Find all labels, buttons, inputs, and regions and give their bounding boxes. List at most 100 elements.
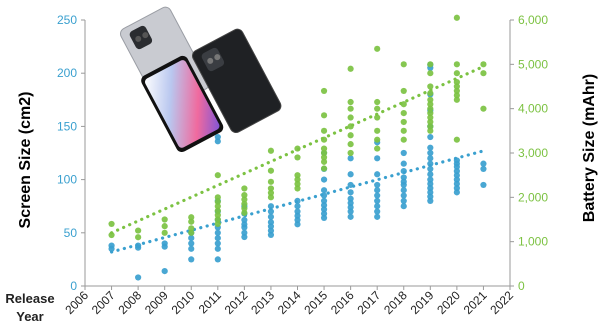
battery-size-point	[427, 70, 434, 77]
right-tick-label: 3,000	[518, 146, 548, 160]
x-tick-label: 2017	[355, 288, 384, 317]
screen-size-point	[294, 203, 301, 210]
battery-size-point	[427, 127, 434, 134]
screen-size-point	[161, 268, 168, 275]
battery-size-point	[374, 105, 381, 112]
battery-size-point	[453, 70, 460, 77]
screen-size-point	[294, 208, 301, 215]
battery-size-point	[320, 87, 328, 95]
screen-size-point	[374, 208, 381, 215]
battery-size-point	[427, 61, 434, 68]
battery-size-point	[161, 223, 168, 230]
screen-size-point	[374, 197, 381, 204]
x-tick-label: 2008	[115, 288, 144, 317]
screen-size-point	[400, 187, 407, 194]
right-tick-label: 0	[518, 279, 525, 293]
battery-size-point	[161, 216, 168, 223]
screen-size-point	[453, 172, 460, 179]
screen-size-point	[453, 176, 460, 183]
battery-size-point	[241, 196, 248, 203]
battery-size-point	[374, 127, 381, 134]
battery-size-point	[108, 231, 115, 239]
battery-size-point	[347, 132, 354, 139]
screen-size-point	[347, 195, 354, 202]
screen-size-point	[135, 242, 142, 249]
left-tick-label: 150	[57, 119, 77, 133]
battery-size-point	[347, 149, 354, 157]
battery-size-point	[347, 105, 354, 112]
screen-size-point	[427, 133, 434, 141]
battery-size-point	[453, 61, 460, 68]
battery-size-point	[480, 70, 487, 77]
screen-size-point	[214, 229, 221, 236]
screen-size-point	[480, 165, 487, 173]
battery-size-point	[400, 101, 407, 108]
screen-size-point	[214, 245, 221, 252]
battery-size-point	[427, 96, 434, 103]
screen-size-point	[453, 167, 460, 175]
screen-size-point	[400, 160, 407, 167]
battery-size-point	[241, 185, 248, 192]
screen-size-point	[400, 167, 407, 175]
battery-size-point	[294, 145, 301, 152]
screen-size-point	[453, 185, 460, 192]
battery-size-point	[480, 61, 487, 68]
battery-size-point	[294, 172, 301, 179]
x-tick-label: 2016	[328, 288, 357, 317]
screen-size-point	[161, 240, 168, 247]
battery-size-point	[453, 14, 460, 21]
screen-size-point	[135, 274, 142, 281]
screen-size-point	[214, 138, 221, 145]
screen-size-point	[214, 235, 221, 242]
screen-size-point	[374, 203, 381, 210]
battery-size-point	[400, 118, 407, 126]
screen-size-point	[347, 204, 354, 211]
battery-size-point	[427, 110, 434, 117]
battery-size-point	[267, 147, 275, 154]
screen-size-point	[427, 149, 434, 157]
battery-size-point	[347, 123, 354, 130]
battery-size-point	[453, 96, 460, 103]
x-tick-label: 2013	[248, 288, 277, 317]
screen-size-point	[108, 242, 115, 249]
battery-size-point	[347, 141, 354, 148]
screen-size-point	[320, 197, 328, 204]
battery-size-point	[214, 198, 221, 205]
battery-size-point	[453, 78, 460, 86]
battery-size-point	[453, 136, 460, 143]
battery-size-point	[214, 172, 221, 179]
battery-size-point	[267, 189, 275, 196]
left-tick-label: 100	[57, 173, 77, 187]
x-tick-label: 2014	[275, 288, 304, 317]
battery-size-point	[188, 214, 195, 221]
screen-size-point	[294, 197, 301, 204]
screen-size-point	[188, 240, 195, 247]
battery-size-point	[267, 178, 275, 185]
right-tick-label: 6,000	[518, 13, 548, 27]
battery-size-point	[241, 205, 248, 212]
battery-size-point	[427, 105, 434, 112]
left-tick-label: 200	[57, 66, 77, 80]
screen-size-point	[427, 160, 434, 167]
battery-size-point	[427, 90, 434, 97]
screen-size-point	[453, 163, 460, 170]
battery-size-point	[347, 114, 354, 121]
screen-size-point	[241, 233, 248, 241]
screen-size-point	[214, 256, 221, 263]
screen-size-point	[214, 133, 221, 141]
screen-size-point	[347, 181, 354, 189]
screen-size-point	[400, 192, 407, 199]
battery-size-point	[374, 136, 381, 143]
battery-size-point	[267, 194, 275, 201]
screen-size-point	[320, 176, 328, 183]
battery-size-point	[400, 136, 407, 143]
battery-size-point	[400, 87, 407, 95]
battery-size-point	[427, 123, 434, 130]
screen-size-point	[400, 181, 407, 189]
screen-size-point	[188, 235, 195, 242]
battery-size-point	[267, 167, 275, 174]
battery-size-point	[214, 216, 221, 223]
battery-size-point	[320, 112, 328, 119]
screen-size-point	[294, 216, 301, 224]
